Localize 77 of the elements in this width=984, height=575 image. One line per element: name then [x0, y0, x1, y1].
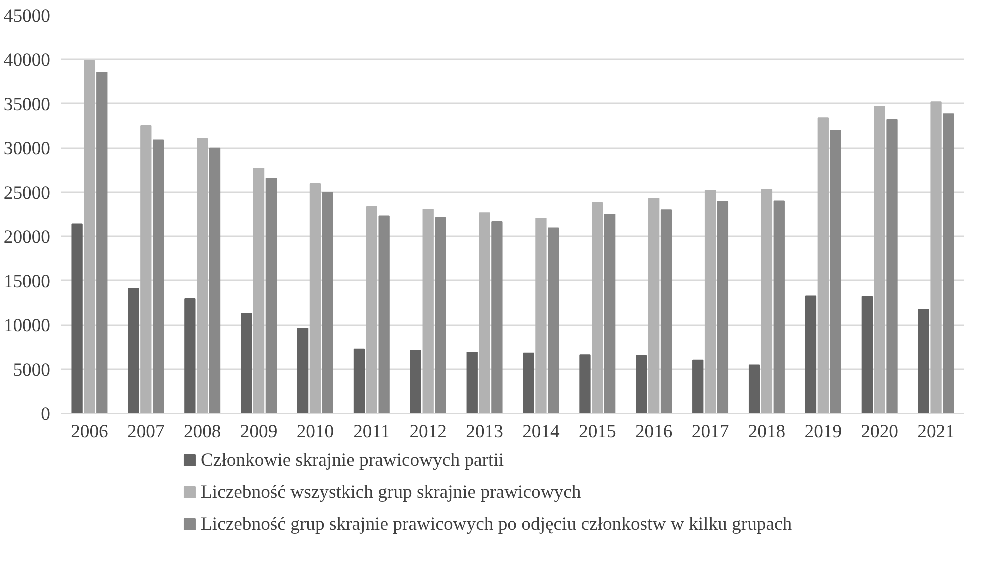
bar — [874, 106, 886, 414]
bar — [152, 140, 164, 414]
bar — [761, 189, 773, 414]
bar — [704, 190, 716, 414]
bar — [84, 60, 96, 414]
bar — [466, 352, 478, 414]
bar — [253, 168, 265, 414]
bar — [636, 356, 648, 414]
bar — [72, 224, 83, 414]
bar — [580, 354, 591, 414]
bar — [322, 192, 334, 414]
bar — [818, 118, 829, 414]
bar — [692, 360, 704, 414]
bar — [266, 178, 278, 414]
x-tick-label: 2018 — [748, 422, 786, 442]
x-tick-label: 2019 — [804, 422, 842, 442]
bar — [918, 309, 930, 414]
bar — [479, 212, 490, 414]
bar — [592, 202, 604, 414]
x-tick-label: 2015 — [579, 422, 616, 442]
y-tick-label: 40000 — [4, 50, 50, 72]
y-tick-label: 5000 — [13, 360, 50, 381]
y-tick-label: 25000 — [4, 182, 50, 204]
bar — [492, 222, 503, 414]
bar — [930, 102, 942, 414]
bar — [536, 218, 547, 414]
y-tick-label: 35000 — [4, 94, 50, 116]
bar — [805, 296, 817, 414]
y-tick-label: 15000 — [4, 271, 50, 292]
x-tick-label: 2008 — [184, 422, 222, 442]
bar — [209, 148, 221, 414]
bar — [197, 138, 208, 414]
bar — [366, 206, 378, 414]
x-tick-label: 2017 — [692, 422, 730, 442]
bar — [648, 198, 660, 414]
bar — [241, 313, 252, 414]
legend-label: Liczebność wszystkich grup skrajnie prawicowych — [200, 482, 582, 503]
bar — [604, 214, 616, 414]
bar — [128, 288, 140, 414]
bar — [410, 350, 422, 414]
legend-label: Członkowie skrajnie prawicowych partii — [200, 450, 504, 471]
bar — [354, 348, 366, 414]
bar — [140, 126, 152, 414]
bar — [660, 210, 672, 414]
bar — [297, 328, 309, 414]
bar — [943, 114, 954, 414]
bar — [422, 209, 434, 414]
bar — [886, 119, 898, 414]
x-tick-label: 2011 — [354, 422, 390, 442]
y-tick-label: 45000 — [4, 6, 50, 27]
bar — [96, 72, 108, 414]
x-tick-label: 2010 — [296, 422, 334, 442]
x-tick-label: 2021 — [918, 422, 955, 442]
y-tick-label: 20000 — [4, 227, 50, 248]
bar — [310, 183, 322, 414]
y-tick-label: 10000 — [4, 316, 50, 337]
x-tick-label: 2012 — [410, 422, 447, 442]
legend-label: Liczebność grup skrajnie prawicowych po odjęciu członkostw w kilku grupach — [200, 514, 793, 535]
x-tick-label: 2016 — [635, 422, 673, 442]
bar — [184, 298, 196, 414]
y-tick-label: 30000 — [4, 138, 50, 160]
x-tick-label: 2006 — [71, 422, 108, 442]
bar — [378, 216, 390, 414]
bar — [830, 130, 842, 414]
bar — [523, 352, 534, 414]
x-tick-label: 2009 — [240, 422, 278, 442]
bar — [862, 296, 874, 414]
x-tick-label: 2020 — [861, 422, 898, 442]
bar — [774, 200, 785, 414]
bar — [548, 228, 560, 414]
x-tick-label: 2007 — [128, 422, 165, 442]
bar — [717, 201, 729, 414]
bar — [435, 218, 446, 414]
x-tick-label: 2013 — [466, 422, 504, 442]
x-tick-label: 2014 — [522, 422, 561, 442]
bar — [748, 364, 760, 414]
y-tick-label: 0 — [41, 404, 50, 425]
